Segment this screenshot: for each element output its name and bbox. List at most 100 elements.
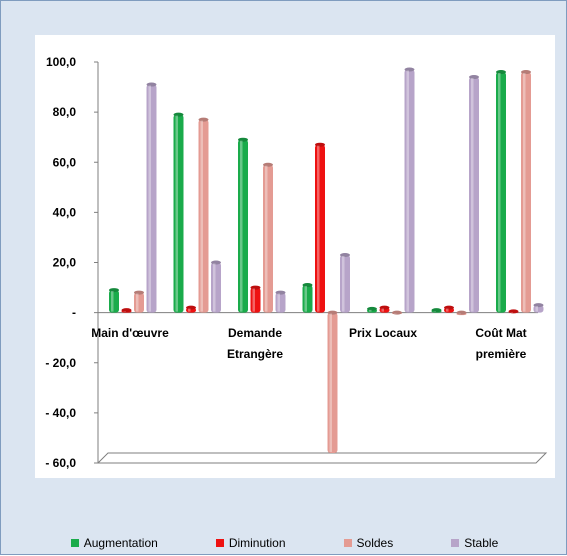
bar-highlight [148,85,151,312]
bar-augmentation-1 [173,112,184,313]
category-label: première [476,347,527,361]
bar-body [211,262,221,313]
bar-cap [109,288,119,293]
bar-augmentation-3 [302,283,313,313]
bar-stable-4 [404,67,415,313]
bar-highlight [369,309,372,312]
bar-body [134,292,144,313]
bar-highlight [446,308,449,312]
bar-cap [404,67,415,72]
legend-swatch [215,539,224,547]
category-label: Main d'œuvre [91,326,169,340]
bar-highlight [265,165,268,312]
bar-highlight [123,311,126,312]
legend-swatch [451,539,460,547]
y-tick-label: 40,0 [53,205,77,219]
bar-diminution-0 [121,308,132,313]
legend-item-soldes: Soldes [343,533,393,553]
bar-cap [302,283,313,288]
bar-body [315,144,325,313]
bar-diminution-1 [186,305,196,313]
bar-highlight [200,120,203,312]
category-label: Prix Locaux [349,326,417,340]
y-tick-label: 100,0 [46,55,76,69]
legend-swatch [343,539,352,547]
bar-cap [327,310,338,315]
bar-stable-0 [146,82,157,313]
bar-cap [250,285,261,290]
legend-label: Augmentation [83,536,158,550]
bar-body [404,69,415,313]
category-label: Demande [228,326,282,340]
bar-highlight [136,293,139,312]
bar-cap [198,117,209,122]
legend-label: Diminution [228,536,286,550]
bar-body [340,254,350,313]
bar-highlight [523,73,526,312]
category-label: Coût Mat [475,326,526,340]
bar-highlight [406,70,409,312]
bar-highlight [381,308,384,312]
bar-cap [263,162,273,167]
bar-soldes-3 [327,310,338,453]
bar-cap [496,70,506,75]
legend-item-diminution: Diminution [215,533,286,553]
legend-item-augmentation: Augmentation [70,533,158,553]
bar-highlight [175,115,178,312]
bar-highlight [498,73,501,312]
bar-highlight [304,286,307,312]
chart-floor [96,452,548,464]
bar-highlight [471,78,474,312]
bar-stable-3 [340,252,350,313]
bar-cap [367,306,377,311]
bar-body [146,84,157,313]
bar-body [533,305,544,313]
bar-cap [275,290,286,295]
bar-diminution-3 [315,142,325,313]
bar-body [250,287,261,313]
bar-body [109,290,119,313]
legend-swatch [70,539,79,547]
bar-body [521,72,531,313]
bar-cap [392,310,402,315]
bar-soldes-2 [263,162,273,313]
bar-cap [431,308,442,313]
category-label: Etrangère [227,347,283,361]
bar-stable-2 [275,290,286,313]
y-tick-label: - 20,0 [45,356,76,370]
bar-cap [173,112,184,117]
bar-highlight [252,288,255,312]
bar-body [238,139,248,313]
bar-diminution-2 [250,285,261,313]
bar-cap [379,305,390,310]
bar-cap [444,305,454,310]
y-tick-label: 60,0 [53,155,77,169]
bar-stable-5 [469,75,479,313]
bar-soldes-1 [198,117,209,313]
bar-cap [521,70,531,75]
y-tick-label: - 40,0 [45,406,76,420]
y-tick-label: 80,0 [53,105,77,119]
bar-highlight [317,145,320,312]
legend-label: Stable [464,536,499,550]
bar-body [327,312,338,453]
y-tick-label: - 60,0 [45,456,76,470]
bar-augmentation-5 [431,308,442,313]
y-tick-label: 20,0 [53,256,77,270]
bar-soldes-5 [456,310,467,316]
bar-stable-6 [533,303,544,313]
legend-item-stable: Stable [451,533,498,553]
bar-highlight [240,140,243,312]
bar-soldes-0 [134,290,144,313]
bar-body [198,119,209,313]
bar-cap [146,82,157,87]
bar-highlight [342,255,345,312]
bar-cap [315,142,325,147]
bar-body [275,292,286,313]
bar-diminution-4 [379,305,390,313]
bar-stable-1 [211,260,221,313]
bar-highlight [329,313,332,452]
bar-body [469,77,479,313]
